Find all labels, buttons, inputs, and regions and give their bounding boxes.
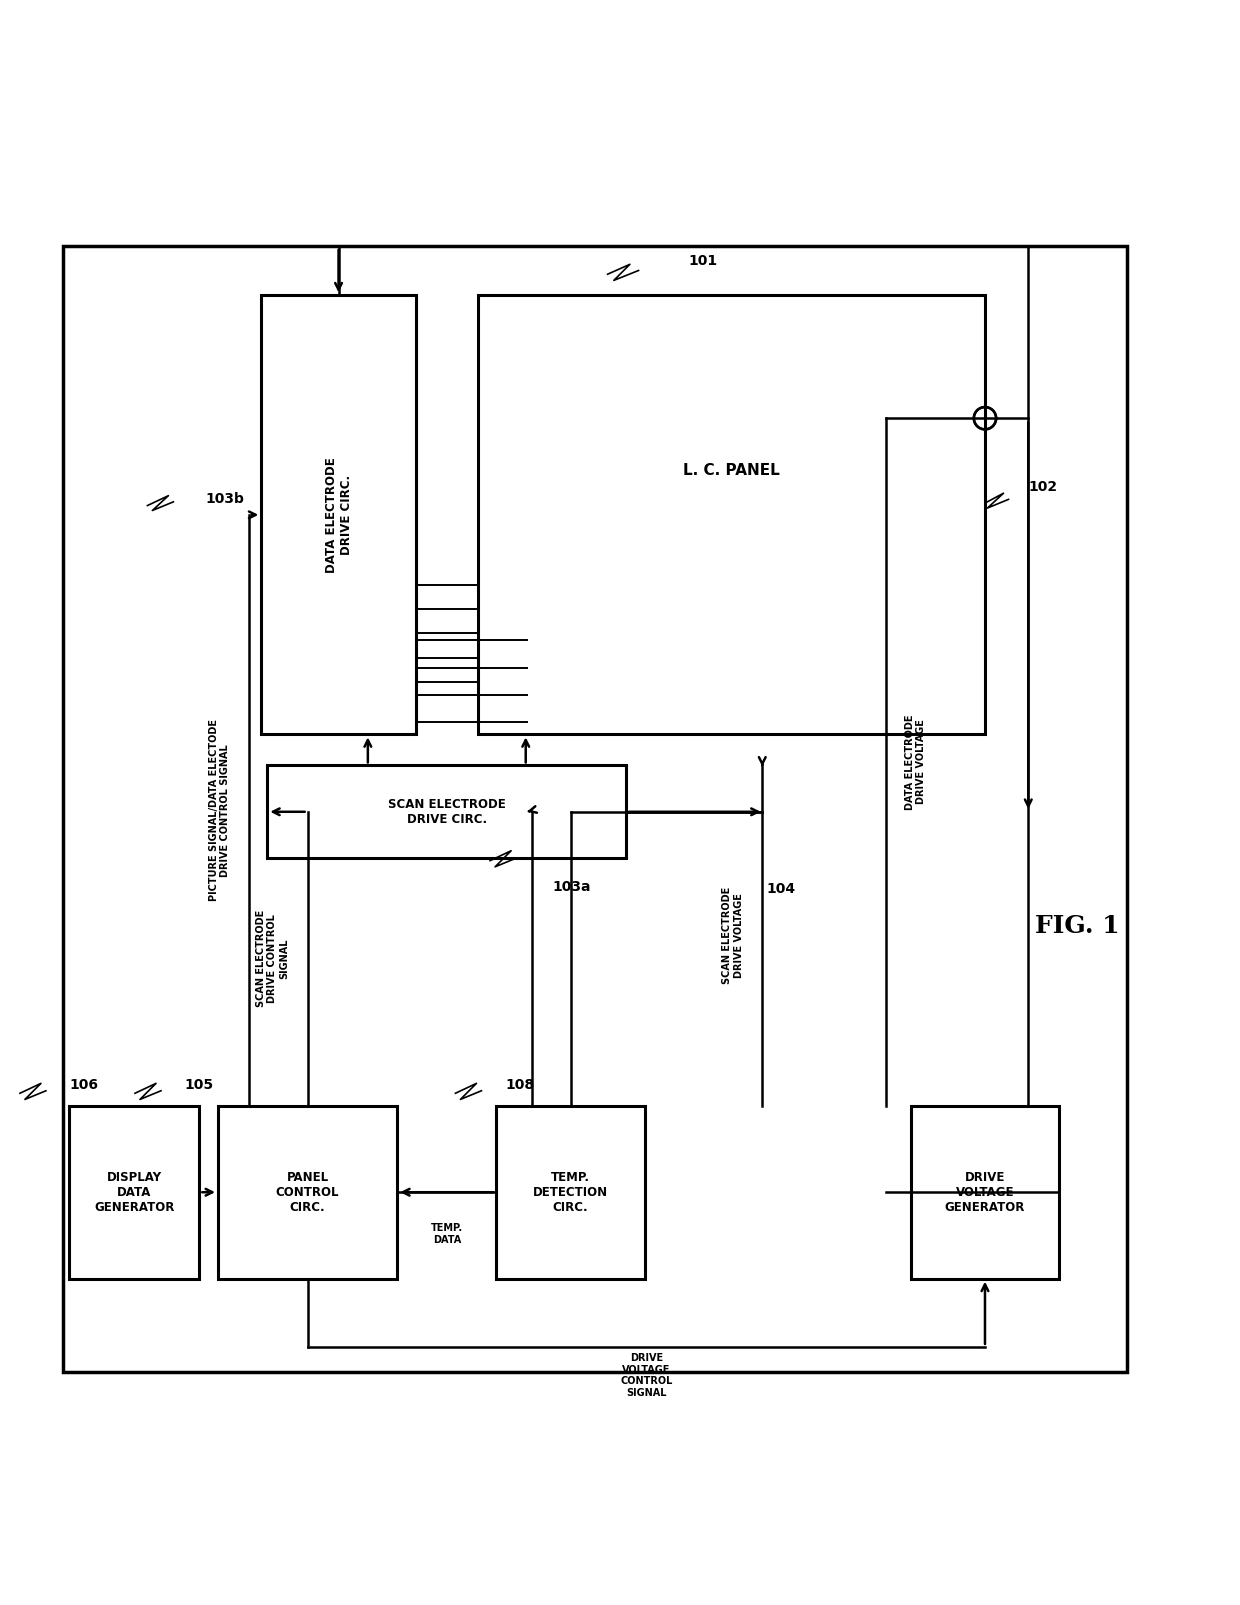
Text: 108: 108	[505, 1077, 534, 1091]
Text: DISPLAY
DATA
GENERATOR: DISPLAY DATA GENERATOR	[94, 1170, 175, 1213]
Text: DRIVE
VOLTAGE
GENERATOR: DRIVE VOLTAGE GENERATOR	[945, 1170, 1025, 1213]
Bar	[496, 1106, 645, 1279]
Bar	[262, 295, 415, 735]
Text: DATA ELECTRODE
DRIVE CIRC.: DATA ELECTRODE DRIVE CIRC.	[325, 457, 352, 573]
Text: 103b: 103b	[206, 493, 244, 507]
Text: 101: 101	[688, 254, 717, 268]
Text: 105: 105	[185, 1077, 213, 1091]
Text: 104: 104	[766, 883, 795, 896]
Bar	[69, 1106, 200, 1279]
Text: DATA ELECTRODE
DRIVE VOLTAGE: DATA ELECTRODE DRIVE VOLTAGE	[904, 714, 926, 809]
Text: SCAN ELECTRODE
DRIVE VOLTAGE: SCAN ELECTRODE DRIVE VOLTAGE	[722, 888, 744, 984]
Text: 102: 102	[1028, 480, 1058, 494]
Text: PANEL
CONTROL
CIRC.: PANEL CONTROL CIRC.	[275, 1170, 340, 1213]
Text: 103a: 103a	[552, 880, 590, 894]
Bar	[268, 766, 626, 859]
Text: TEMP.
DETECTION
CIRC.: TEMP. DETECTION CIRC.	[533, 1170, 608, 1213]
Text: 106: 106	[69, 1077, 98, 1091]
Text: TEMP.
DATA: TEMP. DATA	[430, 1223, 463, 1245]
Bar	[910, 1106, 1059, 1279]
Bar	[218, 1106, 397, 1279]
Text: SCAN ELECTRODE
DRIVE CONTROL
SIGNAL: SCAN ELECTRODE DRIVE CONTROL SIGNAL	[255, 910, 289, 1008]
Text: PICTURE SIGNAL/DATA ELECTODE
DRIVE CONTROL SIGNAL: PICTURE SIGNAL/DATA ELECTODE DRIVE CONTR…	[208, 719, 231, 902]
Text: L. C. PANEL: L. C. PANEL	[683, 464, 780, 478]
Text: FIG. 1: FIG. 1	[1035, 915, 1120, 939]
Bar	[63, 246, 1127, 1372]
Bar	[477, 295, 985, 735]
Text: DRIVE
VOLTAGE
CONTROL
SIGNAL: DRIVE VOLTAGE CONTROL SIGNAL	[620, 1353, 672, 1398]
Text: SCAN ELECTRODE
DRIVE CIRC.: SCAN ELECTRODE DRIVE CIRC.	[388, 798, 506, 827]
